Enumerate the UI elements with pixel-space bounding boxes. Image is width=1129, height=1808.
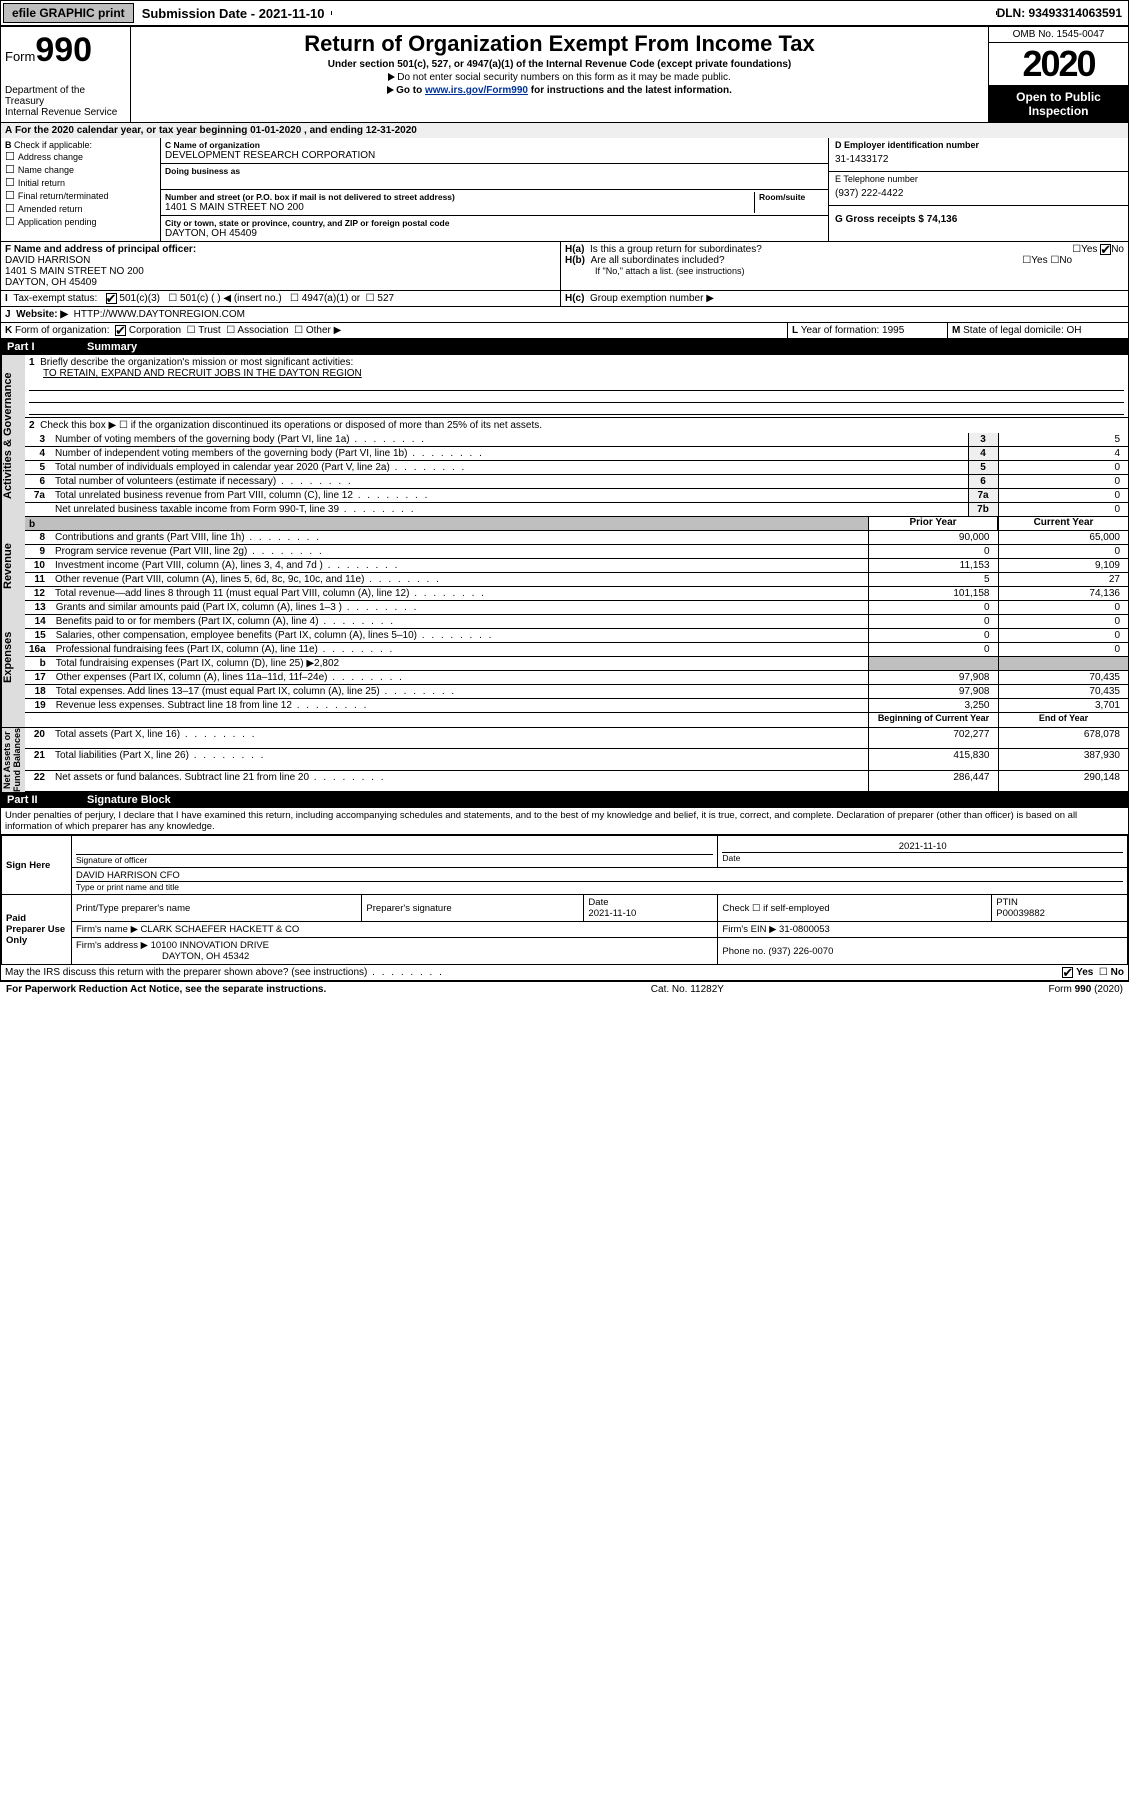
- telephone: (937) 222-4422: [835, 184, 1122, 203]
- open-to-public: Open to Public Inspection: [989, 86, 1128, 122]
- governance-section: Activities & Governance 1 Briefly descri…: [1, 355, 1128, 517]
- net-hdr: Beginning of Current Year End of Year: [1, 713, 1128, 728]
- org-form-row: K Form of organization: Corporation ☐ Tr…: [1, 323, 1128, 339]
- form-header: Form990 Department of the Treasury Inter…: [1, 27, 1128, 123]
- efile-button[interactable]: efile GRAPHIC print: [3, 3, 134, 23]
- governance-table: 3Number of voting members of the governi…: [25, 433, 1128, 517]
- tax-year: 2020: [989, 43, 1128, 86]
- submission-date: Submission Date - 2021-11-10: [136, 4, 331, 23]
- department: Department of the Treasury Internal Reve…: [5, 85, 126, 118]
- form-title: Return of Organization Exempt From Incom…: [139, 31, 980, 57]
- part-i-header: Part ISummary: [1, 339, 1128, 355]
- signature-block: Sign Here Signature of officer 2021-11-1…: [1, 835, 1128, 965]
- block-c: C Name of organization DEVELOPMENT RESEA…: [161, 138, 828, 241]
- form-label: Form990: [5, 31, 126, 70]
- block-d: D Employer identification number 31-1433…: [828, 138, 1128, 241]
- gross-receipts: G Gross receipts $ 74,136: [835, 208, 1122, 231]
- footer: For Paperwork Reduction Act Notice, see …: [0, 982, 1129, 997]
- website-row: J Website: ▶ HTTP://WWW.DAYTONREGION.COM: [1, 307, 1128, 323]
- tax-period: A For the 2020 calendar year, or tax yea…: [1, 123, 1128, 138]
- officer-group-row: F Name and address of principal officer:…: [1, 242, 1128, 291]
- officer-name: DAVID HARRISON: [5, 255, 556, 266]
- org-name: DEVELOPMENT RESEARCH CORPORATION: [165, 150, 824, 161]
- form-990: Form990 Department of the Treasury Inter…: [0, 26, 1129, 982]
- ssn-note: Do not enter social security numbers on …: [139, 72, 980, 83]
- expenses-section: Expenses 13Grants and similar amounts pa…: [1, 601, 1128, 713]
- org-city: DAYTON, OH 45409: [165, 228, 824, 239]
- form-subtitle: Under section 501(c), 527, or 4947(a)(1)…: [139, 59, 980, 70]
- tax-exempt-row: I Tax-exempt status: 501(c)(3) ☐ 501(c) …: [1, 291, 1128, 307]
- revenue-section: Revenue 8Contributions and grants (Part …: [1, 531, 1128, 601]
- dln: DLN: 93493314063591: [997, 6, 1128, 20]
- ptin: P00039882: [996, 908, 1045, 919]
- perjury-declaration: Under penalties of perjury, I declare th…: [1, 808, 1128, 835]
- firm-name: CLARK SCHAEFER HACKETT & CO: [141, 924, 300, 935]
- block-b: B Check if applicable: ☐ Address change …: [1, 138, 161, 241]
- website: HTTP://WWW.DAYTONREGION.COM: [74, 309, 245, 320]
- entity-block: B Check if applicable: ☐ Address change …: [1, 138, 1128, 242]
- ein: 31-1433172: [835, 150, 1122, 169]
- omb-number: OMB No. 1545-0047: [989, 27, 1128, 43]
- discuss-row: May the IRS discuss this return with the…: [1, 965, 1128, 981]
- org-address: 1401 S MAIN STREET NO 200: [165, 202, 754, 213]
- instructions-link-line: Go to www.irs.gov/Form990 for instructio…: [139, 85, 980, 96]
- top-bar: efile GRAPHIC print Submission Date - 20…: [0, 0, 1129, 26]
- instructions-link[interactable]: www.irs.gov/Form990: [425, 85, 528, 96]
- officer-signed-name: DAVID HARRISON CFO: [76, 870, 1123, 881]
- part-ii-header: Part IISignature Block: [1, 792, 1128, 808]
- mission: TO RETAIN, EXPAND AND RECRUIT JOBS IN TH…: [29, 368, 362, 379]
- b-divider: b Prior Year Current Year: [1, 517, 1128, 531]
- netassets-section: Net Assets or Fund Balances 20Total asse…: [1, 728, 1128, 792]
